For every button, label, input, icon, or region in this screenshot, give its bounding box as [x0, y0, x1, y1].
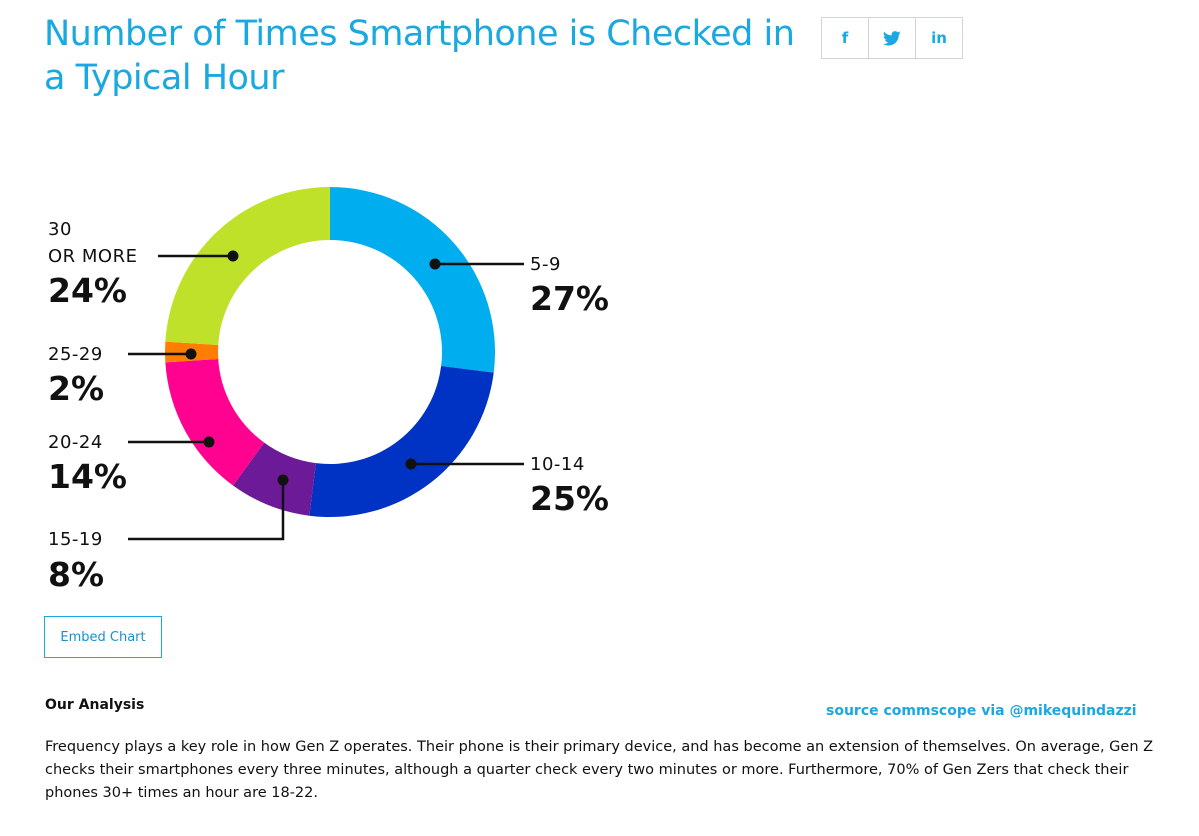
twitter-icon — [883, 30, 901, 45]
slice-30-or-more — [165, 187, 330, 345]
percent-label-30-or-more: 24% — [48, 271, 127, 310]
slice-10-14 — [309, 366, 494, 517]
leader-line-15-19 — [128, 480, 285, 541]
range-label-15-19: 15-19 — [48, 529, 103, 550]
donut-slices — [165, 187, 495, 517]
facebook-share-button[interactable]: f — [821, 17, 868, 59]
range-label-25-29: 25-29 — [48, 344, 103, 365]
range-label-30-or-more-line1: 30 — [48, 219, 72, 240]
leader-dot-20-24 — [203, 436, 215, 448]
range-label-30-or-more-line2: OR MORE — [48, 246, 137, 267]
percent-label-10-14: 25% — [530, 479, 609, 518]
slice-5-9 — [330, 187, 495, 373]
slice-labels: 5-9 27% 10-14 25% 15-19 8% 20-24 14% 25-29 2% 30 OR… — [48, 219, 609, 594]
analysis-heading: Our Analysis — [45, 697, 145, 713]
leader-dot-5-9 — [429, 258, 441, 270]
leader-dot-25-29 — [185, 348, 197, 360]
leader-dot-15-19 — [277, 474, 289, 486]
leader-lines — [128, 250, 524, 541]
slice-15-19 — [233, 442, 316, 516]
donut-chart: 5-9 27% 10-14 25% 15-19 8% 20-24 14% 25-29 2% 30 OR… — [48, 187, 609, 594]
percent-label-5-9: 27% — [530, 279, 609, 318]
range-label-5-9: 5-9 — [530, 254, 561, 275]
slice-20-24 — [165, 359, 265, 486]
linkedin-icon: in — [931, 29, 947, 47]
linkedin-share-button[interactable]: in — [915, 17, 963, 59]
leader-dot-30-or-more — [227, 250, 239, 262]
range-label-20-24: 20-24 — [48, 432, 103, 453]
leader-dot-10-14 — [405, 458, 417, 470]
share-bar: f in — [821, 17, 963, 59]
percent-label-25-29: 2% — [48, 369, 104, 408]
twitter-share-button[interactable] — [868, 17, 915, 59]
source-credit: source commscope via @mikequindazzi — [826, 703, 1137, 719]
embed-chart-button[interactable]: Embed Chart — [44, 616, 162, 658]
percent-label-15-19: 8% — [48, 555, 104, 594]
page-title: Number of Times Smartphone is Checked in… — [44, 14, 795, 98]
percent-label-20-24: 14% — [48, 457, 127, 496]
range-label-10-14: 10-14 — [530, 454, 585, 475]
analysis-body: Frequency plays a key role in how Gen Z … — [45, 739, 1154, 801]
facebook-icon: f — [841, 29, 849, 47]
